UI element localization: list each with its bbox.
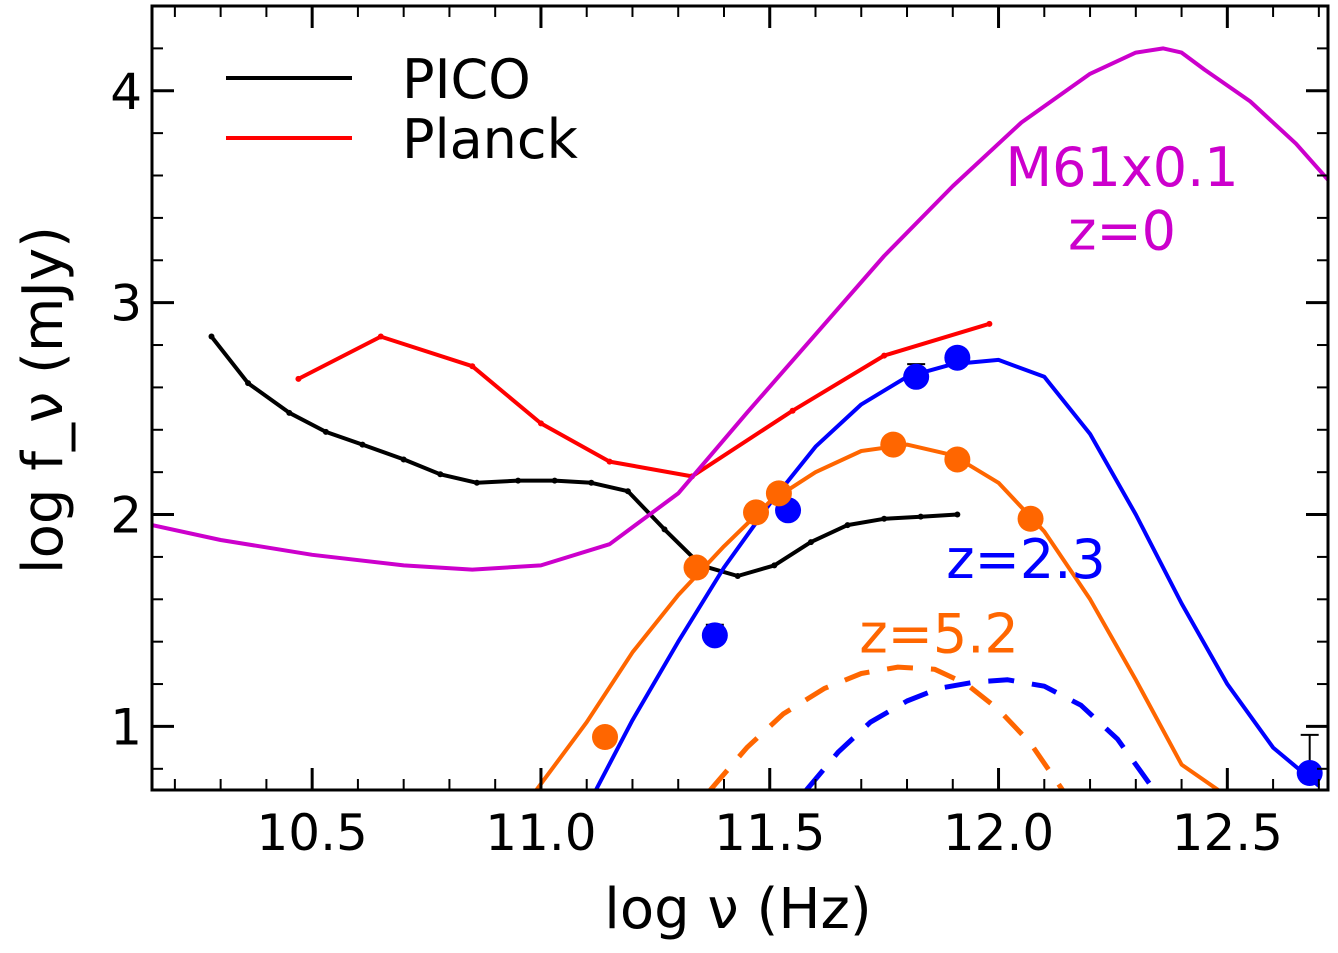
data-point — [1017, 505, 1044, 532]
x-tick-label: 12.5 — [1172, 804, 1283, 862]
series-marker — [734, 572, 741, 579]
y-tick-label: 2 — [110, 487, 142, 545]
series-marker — [295, 375, 302, 382]
series-marker — [400, 456, 407, 463]
y-tick-label: 4 — [110, 63, 142, 121]
data-point — [944, 344, 971, 371]
series-marker — [606, 458, 613, 465]
data-point — [701, 622, 728, 649]
series-marker — [789, 407, 796, 414]
x-tick-label: 11.0 — [485, 804, 596, 862]
annotations: M61x0.1z=0 z=2.3 z=5.2 — [859, 136, 1238, 665]
series-marker — [844, 522, 851, 529]
series-marker — [473, 479, 480, 486]
series-marker — [537, 420, 544, 427]
y-tick-label: 1 — [110, 698, 142, 756]
y-axis-label: log f_ν (mJy) — [11, 226, 76, 574]
points-layer — [592, 344, 1323, 787]
x-tick-label: 10.5 — [256, 804, 367, 862]
series-marker — [954, 511, 961, 518]
series-marker — [551, 477, 558, 484]
series-marker — [588, 479, 595, 486]
series-marker — [881, 352, 888, 359]
series-marker — [986, 320, 993, 327]
chart-annotation: z=0 — [1068, 200, 1176, 263]
data-point — [944, 446, 971, 473]
series-marker — [245, 380, 252, 387]
series-marker — [771, 562, 778, 569]
legend-label: Planck — [402, 108, 579, 171]
series-line-2 — [152, 46, 1328, 572]
series-marker — [208, 333, 215, 340]
chart-annotation: z=2.3 — [946, 528, 1105, 591]
data-point — [683, 554, 710, 581]
data-point — [1296, 760, 1323, 787]
series-marker — [322, 428, 329, 435]
y-tick-label: 3 — [110, 275, 142, 333]
data-point — [743, 499, 770, 526]
series-marker — [881, 515, 888, 522]
x-axis-label: log ν (Hz) — [604, 877, 871, 942]
ticks-layer: 10.5 11.0 11.5 12.0 12.5 1 2 3 4 — [110, 5, 1328, 862]
y-axis-label-group: log f_ν (mJy) — [11, 226, 76, 574]
series-marker — [359, 441, 366, 448]
x-tick-label: 11.5 — [714, 804, 825, 862]
series-marker — [515, 477, 522, 484]
data-point — [765, 480, 792, 507]
series-marker — [469, 363, 476, 370]
data-point — [903, 363, 930, 390]
data-point — [880, 431, 907, 458]
series-marker — [807, 539, 814, 546]
legend-label: PICO — [402, 48, 531, 111]
series-marker — [624, 488, 631, 495]
series-marker — [437, 471, 444, 478]
plot-frame — [150, 4, 1330, 792]
data-point — [592, 724, 619, 751]
series-marker — [661, 526, 668, 533]
chart-annotation: z=5.2 — [859, 602, 1018, 665]
series-marker — [917, 513, 924, 520]
chart-annotation: M61x0.1 — [1006, 136, 1239, 199]
series-marker — [286, 409, 293, 416]
series-marker — [377, 333, 384, 340]
x-tick-label: 12.0 — [943, 804, 1054, 862]
series-line-6 — [708, 664, 1065, 790]
